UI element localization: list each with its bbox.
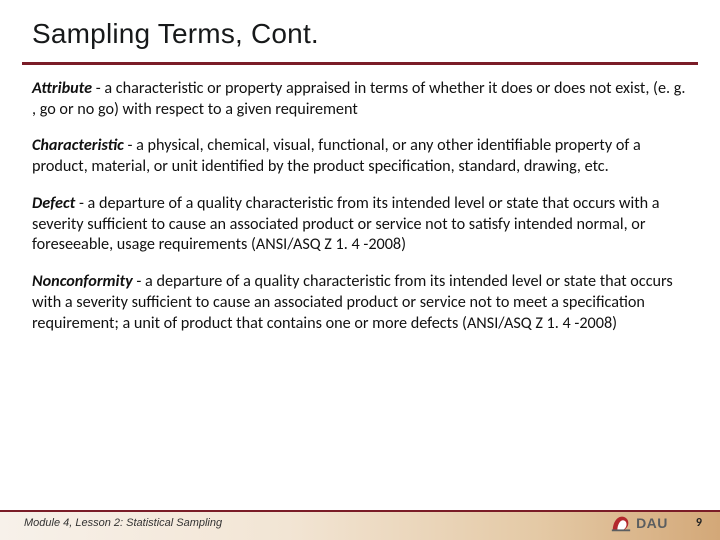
term-text: - a departure of a quality characteristi…: [32, 194, 660, 254]
definition-attribute: Attribute - a characteristic or property…: [32, 79, 688, 120]
logo-mark-icon: [610, 512, 632, 534]
content-area: Attribute - a characteristic or property…: [0, 65, 720, 540]
definition-characteristic: Characteristic - a physical, chemical, v…: [32, 136, 688, 177]
footer-right: DAU 9: [610, 512, 702, 534]
page-number: 9: [696, 516, 702, 530]
term-label: Nonconformity: [32, 272, 133, 291]
page-title: Sampling Terms, Cont.: [32, 18, 688, 50]
term-text: - a physical, chemical, visual, function…: [32, 136, 641, 176]
definition-nonconformity: Nonconformity - a departure of a quality…: [32, 272, 688, 334]
title-block: Sampling Terms, Cont.: [0, 0, 720, 56]
slide: Sampling Terms, Cont. Attribute - a char…: [0, 0, 720, 540]
logo-text: DAU: [636, 515, 668, 531]
definition-defect: Defect - a departure of a quality charac…: [32, 194, 688, 256]
term-label: Attribute: [32, 79, 92, 98]
term-label: Defect: [32, 194, 75, 213]
footer-breadcrumb: Module 4, Lesson 2: Statistical Sampling: [18, 517, 222, 529]
logo: DAU: [610, 512, 668, 534]
term-text: - a characteristic or property appraised…: [32, 79, 685, 119]
term-label: Characteristic: [32, 136, 124, 155]
